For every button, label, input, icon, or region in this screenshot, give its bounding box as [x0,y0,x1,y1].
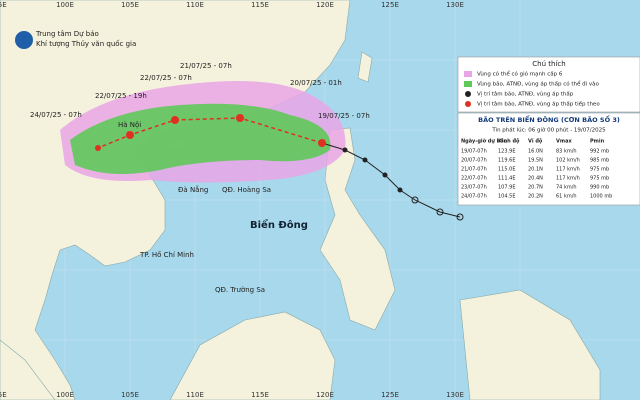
agency-logo [15,31,33,49]
legend-item: Vị trí tâm bão, ATNĐ, vùng áp thấp [477,91,574,98]
lon-label-bottom: 115E [251,391,269,399]
table-cell: 985 mb [590,158,609,164]
agency-subname: Khí tượng Thủy văn quốc gia [36,40,136,48]
place-label: QĐ. Trường Sa [215,286,265,294]
lon-label-top: 100E [56,1,74,9]
table-cell: 992 mb [590,149,609,155]
place-label: Biển Đông [250,218,308,231]
lon-label-bottom: 125E [381,391,399,399]
track-label: 21/07/25 - 07h [180,62,232,70]
track-label: 24/07/25 - 07h [30,111,82,119]
table-cell: 107.9E [498,185,515,191]
lon-label-top: 130E [446,1,464,9]
table-cell: 74 km/h [556,185,577,191]
legend-title: Chú thích [532,60,565,68]
table-cell: 20/07-07h [461,158,487,164]
table-cell: 22/07-07h [461,176,487,182]
table-cell: 24/07-07h [461,194,487,200]
table-cell: 21/07-07h [461,167,487,173]
table-cell: 20.4N [528,176,543,182]
legend-item: Vùng bão, ATNĐ, vùng áp thấp có thể đi v… [477,81,600,88]
past-positions [342,147,464,221]
forecast-table [457,112,640,206]
table-header: Vĩ độ [528,138,543,145]
table-cell: 16.0N [528,149,543,155]
track-label: 20/07/25 - 01h [290,79,342,87]
table-header: Pmin [590,139,605,145]
table-cell: 20.7N [528,185,543,191]
table-title: BÃO TRÊN BIỂN ĐÔNG (CƠN BÃO SỐ 3) [478,114,620,124]
table-cell: 119.6E [498,158,515,164]
danger-zone [70,103,331,174]
lon-label-top: 115E [251,1,269,9]
place-label: QĐ. Hoàng Sa [222,186,271,194]
lon-label-top: 105E [121,1,139,9]
table-cell: 975 mb [590,167,609,173]
table-cell: 115.0E [498,167,515,173]
table-cell: 975 mb [590,176,609,182]
table-cell: 19.5N [528,158,543,164]
table-cell: 1000 mb [590,194,612,200]
table-cell: 104.5E [498,194,515,200]
table-cell: 19/07-07h [461,149,487,155]
table-cell: 20.2N [528,194,543,200]
track-label: 22/07/25 - 07h [140,74,192,82]
table-cell: 83 km/h [556,149,577,155]
lon-label-bottom: 100E [56,391,74,399]
lon-label-top: 110E [186,1,204,9]
table-header: Vmax [556,139,572,145]
lon-label-bottom: 95E [0,391,7,399]
table-cell: 123.9E [498,149,515,155]
table-issued: Tin phát lúc: 06 giờ 00 phút - 19/07/202… [491,127,606,134]
table-cell: 23/07-07h [461,185,487,191]
table-header: Ngày-giờ dự báo [461,138,508,145]
track-label: 22/07/25 - 19h [95,92,147,100]
table-cell: 117 km/h [556,167,580,173]
lon-label-top: 120E [316,1,334,9]
lon-label-bottom: 120E [316,391,334,399]
place-label: Đà Nẵng [178,185,208,194]
lon-label-bottom: 110E [186,391,204,399]
table-cell: 111.4E [498,176,515,182]
lon-label-top: 125E [381,1,399,9]
table-cell: 102 km/h [556,158,580,164]
track-label: 19/07/25 - 07h [318,112,370,120]
lon-label-top: 95E [0,1,7,9]
agency-name: Trung tâm Dự báo [35,30,99,38]
table-cell: 20.1N [528,167,543,173]
forecast-positions [95,114,326,151]
table-cell: 990 mb [590,185,609,191]
past-track [321,142,461,218]
legend-item: Vùng có thể có gió mạnh cấp 6 [477,71,563,78]
table-cell: 117 km/h [556,176,580,182]
place-label: TP. Hồ Chí Minh [139,251,194,259]
table-cell: 61 km/h [556,194,577,200]
lon-label-bottom: 130E [446,391,464,399]
table-header: Kinh độ [498,138,520,145]
legend: Chú thích [457,56,640,113]
lon-label-bottom: 105E [121,391,139,399]
legend-item: Vị trí tâm bão, ATNĐ, vùng áp thấp tiếp … [477,101,600,108]
place-label: Hà Nội [118,121,141,129]
